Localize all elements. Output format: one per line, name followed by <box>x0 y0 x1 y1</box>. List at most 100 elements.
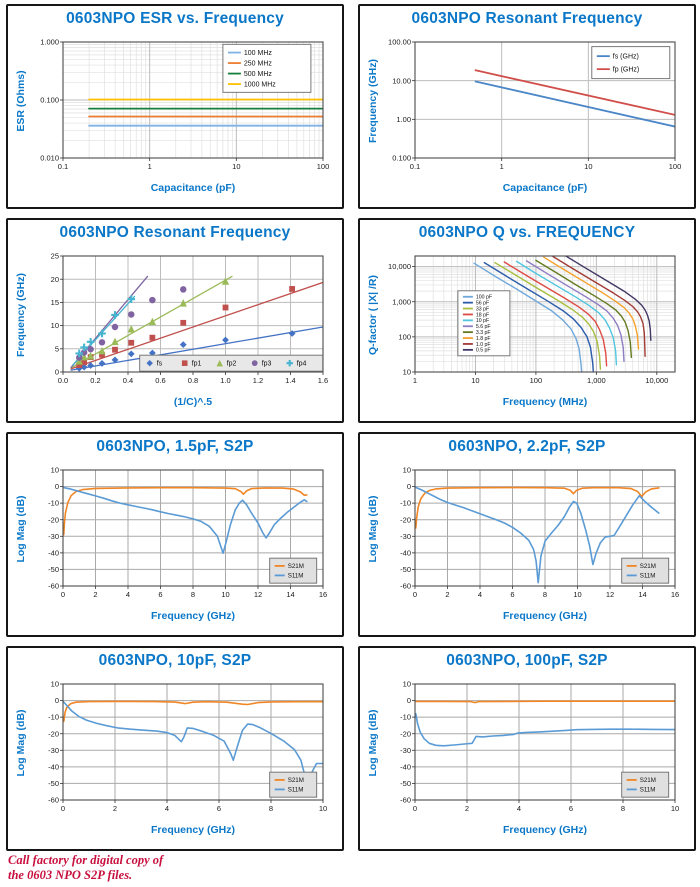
x-tick-label: 12 <box>606 590 614 599</box>
x-tick-label: 4 <box>165 804 169 813</box>
y-tick-label: 1.00 <box>396 115 411 124</box>
x-tick-label: 100 <box>530 376 543 385</box>
legend-box <box>269 771 318 798</box>
legend-label: 1.8 pF <box>476 336 491 342</box>
y-tick-label: 1,000 <box>392 297 411 306</box>
x-tick-label: 0.8 <box>188 376 198 385</box>
chart-title: 0603NPO ESR vs. Frequency <box>66 10 284 27</box>
x-tick-label: 2 <box>113 804 117 813</box>
y-tick-label: 10 <box>403 368 411 377</box>
x-axis-label: Frequency (GHz) <box>150 610 235 622</box>
footer-line-1: Call factory for digital copy of <box>8 853 164 867</box>
y-tick-label: -60 <box>400 796 411 805</box>
y-tick-label: -20 <box>400 515 411 524</box>
x-tick-label: 10 <box>471 376 479 385</box>
legend-label: fs (GHz) <box>613 54 639 61</box>
y-tick-label: 20 <box>51 275 59 284</box>
chart-title: 0603NPO, 100pF, S2P <box>446 652 608 669</box>
x-tick-label: 8 <box>191 590 195 599</box>
x-tick-label: 10 <box>584 162 592 171</box>
y-tick-label: -50 <box>48 565 59 574</box>
series-S11M <box>415 486 660 584</box>
y-tick-label: 15 <box>51 298 59 307</box>
x-axis-label: Capacitance (pF) <box>150 182 236 194</box>
diamond-marker <box>80 363 88 371</box>
y-tick-label: 10 <box>51 680 59 689</box>
series-100 pF <box>473 262 583 372</box>
legend-label: 100 pF <box>476 295 492 301</box>
y-tick-label: -40 <box>48 548 59 557</box>
square-marker <box>180 319 187 326</box>
x-tick-label: 6 <box>158 590 162 599</box>
series-S21M <box>63 486 308 536</box>
panel-s2p-2-2pf: 0603NPO, 2.2pF, S2P Log Mag (dB) Frequen… <box>358 432 696 637</box>
circle-marker <box>128 311 135 318</box>
series-fp (GHz) <box>474 69 675 116</box>
y-tick-label: -30 <box>400 532 411 541</box>
x-tick-label: 1.4 <box>285 376 295 385</box>
legend-label: 10 pF <box>476 318 489 324</box>
triangle-marker <box>127 325 135 333</box>
y-tick-label: -50 <box>48 779 59 788</box>
x-tick-label: 6 <box>569 804 573 813</box>
resonant-frequency-chart-canvas: 0.1 1 10 100 0.100 1.00 10.00 100.00 fs (GHz) fp … <box>388 38 681 171</box>
circle-marker <box>180 286 187 293</box>
x-tick-label: 8 <box>543 590 547 599</box>
panel-s2p-100pf: 0603NPO, 100pF, S2P Log Mag (dB) Frequen… <box>358 646 696 851</box>
series-3.3 pF <box>535 259 633 359</box>
diamond-marker <box>127 350 135 358</box>
y-tick-label: -10 <box>48 713 59 722</box>
panel-resonant-frequency-log: 0603NPO Resonant Frequency Frequency (GH… <box>358 4 696 209</box>
x-tick-label: 10 <box>221 590 229 599</box>
y-tick-label: -40 <box>48 762 59 771</box>
triangle-marker <box>179 299 187 307</box>
panel-esr-vs-frequency: 0603NPO ESR vs. Frequency ESR (Ohms) Cap… <box>6 4 344 209</box>
y-tick-label: -30 <box>48 532 59 541</box>
diamond-marker <box>179 341 187 349</box>
legend-label: S11M <box>640 787 656 794</box>
y-tick-label: 0 <box>407 482 411 491</box>
y-tick-label: 10 <box>51 321 59 330</box>
square-marker <box>222 304 229 311</box>
panel-s2p-10pf: 0603NPO, 10pF, S2P Log Mag (dB) Frequenc… <box>6 646 344 851</box>
x-tick-label: 10 <box>671 804 679 813</box>
chart-title: 0603NPO, 10pF, S2P <box>98 652 252 669</box>
circle-marker <box>98 339 106 346</box>
legend-label: fp4 <box>297 361 307 368</box>
legend-label: 1.0 pF <box>476 342 491 348</box>
series-S21M <box>415 486 660 529</box>
y-tick-label: 10.00 <box>392 76 411 85</box>
footer-note: Call factory for digital copy of the 060… <box>8 853 163 883</box>
resonant-scatter-chart-canvas: 0.0 0.2 0.4 0.6 0.8 1.0 1.2 1.4 1.6 0 5 10 15 20 25 fs f… <box>51 252 329 385</box>
legend-label: 0.5 pF <box>476 348 491 354</box>
triangle-marker <box>221 277 230 285</box>
diamond-marker <box>146 359 153 367</box>
x-tick-label: 0 <box>413 804 417 813</box>
series-0.5 pF <box>564 256 652 342</box>
y-tick-label: 10 <box>51 466 59 475</box>
chart-title: 0603NPO Resonant Frequency <box>59 224 291 241</box>
legend-box <box>591 46 671 80</box>
legend-label: 250 MHz <box>244 61 273 68</box>
legend-label: S21M <box>640 563 656 570</box>
legend-box <box>139 354 324 372</box>
circle-marker <box>76 354 83 361</box>
square-marker <box>99 351 105 358</box>
y-tick-label: -50 <box>400 565 411 574</box>
chart-grid: 0603NPO ESR vs. Frequency ESR (Ohms) Cap… <box>6 4 696 851</box>
legend-label: fp (GHz) <box>613 67 639 74</box>
y-tick-label: -30 <box>48 746 59 755</box>
x-tick-label: 10,000 <box>645 376 668 385</box>
series-fs (GHz) <box>474 80 675 128</box>
diamond-marker <box>288 330 296 337</box>
diamond-marker <box>111 356 119 364</box>
y-tick-label: 100.00 <box>388 38 411 47</box>
esr-chart-canvas: 0.1 1 10 100 0.010 0.100 1.000 100 MHz 250 MHz 50… <box>40 38 329 171</box>
triangle-marker <box>98 346 106 355</box>
panel-s2p-1-5pf: 0603NPO, 1.5pF, S2P Log Mag (dB) Frequen… <box>6 432 344 637</box>
x-axis-label: Frequency (GHz) <box>502 824 587 836</box>
x-tick-label: 0 <box>61 590 65 599</box>
x-axis-label: (1/C)^.5 <box>173 396 213 408</box>
